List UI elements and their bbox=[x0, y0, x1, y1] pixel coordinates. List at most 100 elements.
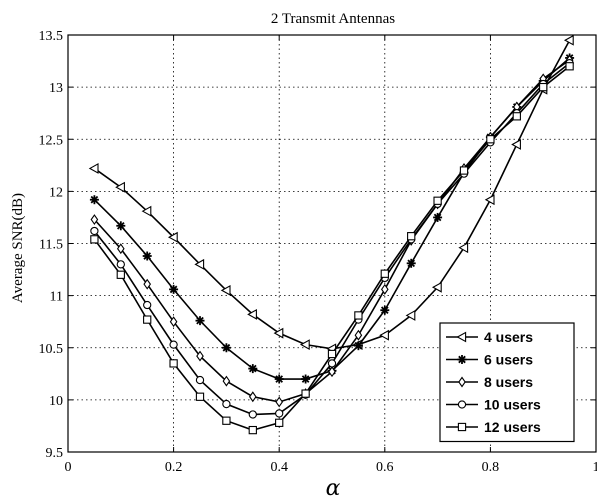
data-point-diamond bbox=[222, 375, 231, 387]
data-point-star bbox=[274, 374, 284, 384]
data-point-triangle-left bbox=[220, 284, 231, 296]
legend-entry: 8 users bbox=[446, 374, 533, 390]
x-axis-label: α bbox=[326, 476, 341, 499]
data-point-circle bbox=[457, 400, 467, 409]
data-point-square bbox=[301, 389, 310, 398]
data-point-square bbox=[116, 270, 125, 279]
data-point-square bbox=[143, 315, 152, 324]
data-point-circle bbox=[222, 399, 231, 409]
data-point-star bbox=[169, 284, 179, 294]
data-point-square bbox=[459, 166, 469, 175]
y-tick-label: 9.5 bbox=[46, 446, 64, 461]
legend-label: 6 users bbox=[484, 352, 533, 368]
data-point-diamond bbox=[169, 316, 178, 328]
data-point-triangle-left bbox=[115, 181, 125, 193]
data-point-diamond bbox=[458, 376, 466, 388]
x-tick-label: 0.2 bbox=[165, 460, 183, 475]
legend-entry: 6 users bbox=[446, 352, 533, 368]
y-tick-label: 10.5 bbox=[39, 342, 64, 357]
data-point-star bbox=[433, 212, 443, 222]
data-point-star bbox=[457, 355, 467, 364]
data-point-star bbox=[406, 258, 416, 268]
data-point-triangle-left bbox=[511, 139, 521, 150]
data-point-triangle-left bbox=[88, 163, 99, 174]
data-point-diamond bbox=[354, 329, 363, 341]
data-point-triangle-left bbox=[299, 339, 310, 351]
data-point-triangle-left bbox=[194, 258, 205, 270]
data-point-circle bbox=[195, 375, 205, 385]
data-point-star bbox=[89, 195, 99, 205]
chart-title: 2 Transmit Antennas bbox=[271, 11, 395, 27]
data-point-diamond bbox=[116, 243, 125, 255]
data-point-circle bbox=[90, 226, 99, 236]
y-tick-label: 11.5 bbox=[39, 238, 63, 253]
y-tick-label: 13.5 bbox=[39, 29, 64, 44]
legend-label: 12 users bbox=[484, 419, 541, 435]
data-point-triangle-left bbox=[141, 205, 152, 217]
legend-entry: 12 users bbox=[446, 419, 541, 435]
data-point-star bbox=[301, 374, 311, 384]
legend: 4 users 6 users 8 users 10 users 12 users bbox=[439, 322, 575, 443]
data-point-diamond bbox=[328, 366, 336, 378]
legend-entry: 4 users bbox=[446, 329, 533, 345]
data-point-diamond bbox=[380, 283, 389, 295]
y-tick-label: 13 bbox=[49, 81, 63, 96]
axis-ticks: 0 0.2 0.4 0.6 0.8 1 9.5 10 10.5 11 11.5 12 12.5 13 13.… bbox=[39, 29, 597, 475]
x-tick-label: 0.8 bbox=[482, 460, 500, 475]
x-tick-label: 0 bbox=[65, 460, 72, 475]
data-point-square bbox=[407, 232, 416, 241]
data-point-square bbox=[354, 311, 363, 320]
data-point-square bbox=[486, 135, 495, 144]
data-point-diamond bbox=[90, 214, 99, 225]
data-point-triangle-left bbox=[273, 327, 284, 339]
data-point-triangle-left bbox=[167, 231, 178, 243]
data-point-star bbox=[195, 316, 205, 326]
data-point-square bbox=[327, 349, 337, 359]
data-point-square bbox=[539, 82, 548, 92]
data-point-square bbox=[457, 422, 467, 432]
data-point-square bbox=[565, 62, 574, 71]
series-12-users bbox=[90, 62, 574, 435]
data-point-star bbox=[353, 341, 363, 351]
data-point-triangle-left bbox=[563, 34, 574, 46]
data-point-circle bbox=[248, 410, 257, 419]
legend-label: 10 users bbox=[484, 397, 541, 413]
plot-series bbox=[88, 34, 575, 435]
data-point-square bbox=[195, 392, 205, 401]
data-point-square bbox=[380, 269, 389, 278]
data-point-circle bbox=[275, 409, 284, 418]
series-line bbox=[93, 39, 571, 350]
data-point-circle bbox=[327, 359, 337, 368]
x-tick-label: 0.6 bbox=[376, 460, 394, 475]
data-point-star bbox=[142, 251, 152, 261]
data-point-square bbox=[248, 425, 257, 435]
data-point-diamond bbox=[248, 391, 257, 403]
data-point-star bbox=[221, 343, 231, 353]
legend-label: 4 users bbox=[484, 329, 533, 345]
data-point-circle bbox=[143, 300, 152, 310]
y-axis-label: Average SNR(dB) bbox=[10, 193, 26, 303]
data-point-circle bbox=[169, 340, 178, 349]
data-point-triangle-left bbox=[379, 329, 389, 341]
data-point-triangle-left bbox=[484, 194, 495, 206]
y-tick-label: 11 bbox=[50, 290, 63, 305]
data-point-diamond bbox=[143, 278, 152, 290]
data-point-square bbox=[433, 196, 442, 205]
data-point-diamond bbox=[196, 350, 204, 362]
data-point-triangle-left bbox=[458, 242, 469, 254]
legend-label: 8 users bbox=[484, 374, 533, 390]
data-point-triangle-left bbox=[431, 281, 442, 293]
y-tick-label: 12.5 bbox=[39, 133, 64, 148]
data-point-circle bbox=[116, 260, 125, 269]
x-tick-label: 0.4 bbox=[270, 460, 288, 475]
data-point-diamond bbox=[275, 396, 284, 408]
data-point-triangle-left bbox=[247, 308, 257, 320]
data-point-star bbox=[116, 221, 126, 231]
data-point-triangle-left bbox=[405, 309, 416, 321]
data-point-square bbox=[222, 416, 231, 425]
x-tick-label: 1 bbox=[593, 460, 597, 475]
y-tick-label: 10 bbox=[49, 394, 63, 409]
data-point-star bbox=[248, 364, 258, 374]
data-point-star bbox=[380, 305, 390, 315]
